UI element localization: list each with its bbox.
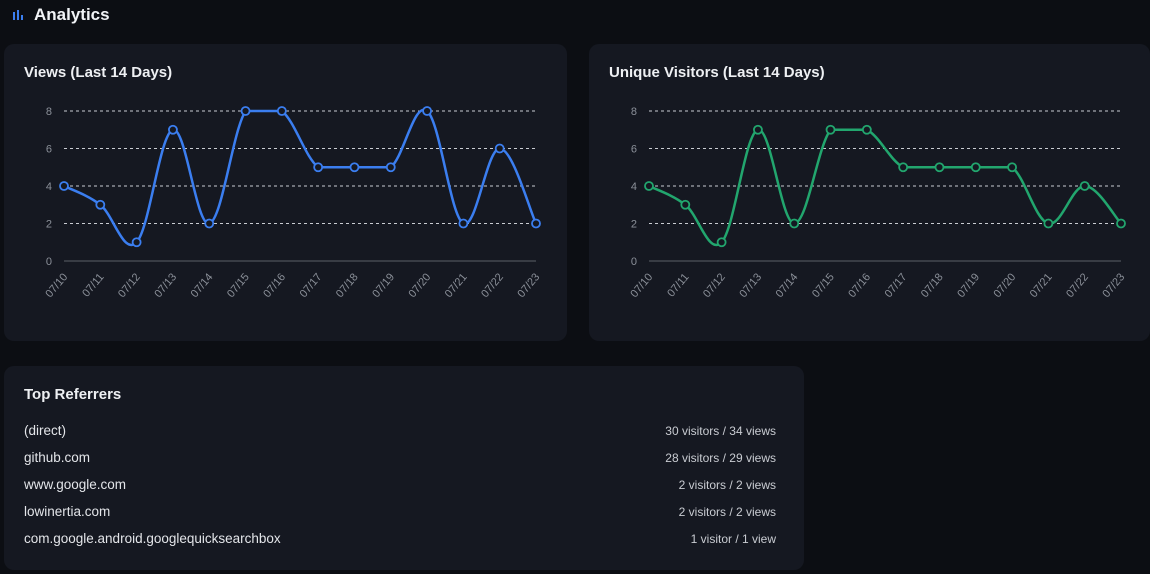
x-tick-label: 07/22: [1064, 271, 1091, 300]
referrer-name: com.google.android.googlequicksearchbox: [24, 531, 281, 546]
referrer-row[interactable]: com.google.android.googlequicksearchbox …: [24, 531, 776, 551]
x-tick-label: 07/16: [261, 271, 288, 300]
x-tick-label: 07/19: [370, 271, 397, 300]
referrer-name: www.google.com: [24, 477, 127, 492]
x-tick-label: 07/12: [116, 271, 143, 300]
visitors-data-point[interactable]: [861, 124, 872, 135]
x-tick-label: 07/11: [80, 271, 106, 299]
y-tick-label: 4: [631, 181, 637, 193]
referrer-stats: 28 visitors / 29 views: [665, 451, 776, 465]
views-line-chart: 0 2 4 6 8 07/10 07/11 07/12 07/13 07/14 07/15 07/16…: [43, 106, 542, 300]
visitors-chart-title: Unique Visitors (Last 14 Days): [609, 64, 825, 81]
y-tick-label: 2: [46, 219, 52, 231]
views-data-point[interactable]: [276, 106, 287, 116]
y-tick-label: 8: [631, 106, 637, 118]
referrer-name: (direct): [24, 423, 67, 438]
views-data-point[interactable]: [204, 218, 215, 229]
visitors-data-point[interactable]: [1116, 218, 1126, 229]
views-data-point[interactable]: [240, 106, 251, 116]
visitors-data-point[interactable]: [680, 199, 691, 210]
x-tick-label: 07/20: [991, 271, 1018, 300]
visitors-data-point[interactable]: [970, 162, 981, 173]
visitors-data-point[interactable]: [934, 162, 945, 173]
page-title: Analytics: [34, 5, 110, 24]
x-tick-label: 07/12: [701, 271, 728, 300]
referrer-name: github.com: [24, 450, 91, 465]
referrer-row[interactable]: (direct) 30 visitors / 34 views: [24, 423, 776, 443]
visitors-data-point[interactable]: [1079, 181, 1090, 191]
visitors-data-point[interactable]: [1043, 218, 1054, 229]
x-tick-label: 07/22: [479, 271, 506, 300]
x-tick-label: 07/15: [810, 271, 837, 300]
views-data-point[interactable]: [95, 199, 106, 210]
x-tick-label: 07/15: [225, 271, 252, 300]
x-tick-label: 07/21: [1028, 271, 1055, 300]
views-data-point[interactable]: [385, 162, 396, 173]
referrer-name: lowinertia.com: [24, 504, 111, 519]
x-tick-label: 07/21: [443, 271, 470, 300]
referrer-row[interactable]: lowinertia.com 2 visitors / 2 views: [24, 504, 776, 524]
views-data-point[interactable]: [59, 181, 69, 191]
visitors-data-point[interactable]: [1007, 162, 1017, 173]
x-tick-label: 07/20: [406, 271, 433, 300]
x-tick-label: 07/18: [334, 271, 361, 300]
bar-chart-icon: [13, 10, 23, 20]
x-tick-label: 07/14: [189, 271, 216, 300]
x-tick-label: 07/18: [919, 271, 946, 300]
visitors-data-point[interactable]: [898, 162, 909, 173]
x-tick-label: 07/10: [628, 271, 655, 300]
x-tick-label: 07/17: [298, 271, 325, 300]
visitors-data-point[interactable]: [789, 218, 800, 229]
views-chart-title: Views (Last 14 Days): [24, 64, 173, 81]
views-data-point[interactable]: [458, 218, 469, 229]
y-tick-label: 4: [46, 181, 52, 193]
x-tick-label: 07/16: [846, 271, 873, 300]
y-tick-label: 6: [46, 144, 52, 156]
referrer-stats: 30 visitors / 34 views: [665, 424, 776, 438]
visitors-data-point[interactable]: [644, 181, 654, 191]
referrers-title: Top Referrers: [24, 386, 122, 403]
views-data-point[interactable]: [422, 106, 432, 116]
referrer-row[interactable]: github.com 28 visitors / 29 views: [24, 450, 776, 470]
x-tick-label: 07/13: [737, 271, 764, 300]
visitors-chart-card: Unique Visitors (Last 14 Days) 0 2 4 6 8 07/1…: [589, 44, 1150, 341]
referrer-row[interactable]: www.google.com 2 visitors / 2 views: [24, 477, 776, 497]
referrer-stats: 1 visitor / 1 view: [690, 532, 776, 546]
top-referrers-card: Top Referrers (direct) 30 visitors / 34 …: [4, 366, 804, 570]
x-tick-label: 07/19: [955, 271, 982, 300]
x-tick-label: 07/13: [152, 271, 179, 300]
y-tick-label: 0: [631, 256, 637, 268]
referrer-stats: 2 visitors / 2 views: [678, 478, 776, 492]
views-data-point[interactable]: [168, 124, 178, 135]
x-tick-label: 07/17: [883, 271, 910, 300]
views-data-point[interactable]: [531, 218, 541, 229]
y-tick-label: 0: [46, 256, 52, 268]
visitors-data-point[interactable]: [753, 124, 763, 135]
views-data-point[interactable]: [349, 162, 360, 173]
x-tick-label: 07/11: [665, 271, 691, 299]
x-tick-label: 07/23: [1100, 271, 1127, 300]
views-data-point[interactable]: [131, 237, 142, 248]
x-tick-label: 07/14: [774, 271, 801, 300]
views-data-point[interactable]: [494, 143, 505, 154]
page-header: Analytics: [0, 0, 1150, 32]
referrer-stats: 2 visitors / 2 views: [678, 505, 776, 519]
x-tick-label: 07/10: [43, 271, 70, 300]
visitors-line-chart: 0 2 4 6 8 07/10 07/11 07/12 07/13 07/14 07/15 07/16…: [628, 106, 1127, 300]
visitors-data-point[interactable]: [825, 124, 836, 135]
y-tick-label: 6: [631, 144, 637, 156]
y-tick-label: 8: [46, 106, 52, 118]
views-data-point[interactable]: [313, 162, 324, 173]
visitors-data-point[interactable]: [716, 237, 727, 248]
y-tick-label: 2: [631, 219, 637, 231]
views-chart-card: Views (Last 14 Days) 0 2 4 6 8 07/10 07/11 07/1…: [4, 44, 567, 341]
x-tick-label: 07/23: [515, 271, 542, 300]
